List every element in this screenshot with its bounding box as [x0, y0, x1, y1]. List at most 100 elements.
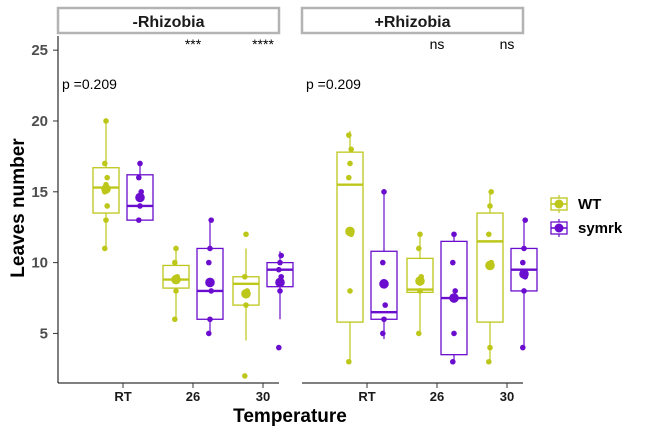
data-point — [450, 259, 456, 266]
data-point — [243, 231, 249, 238]
box-group — [126, 160, 154, 223]
legend-key-point — [554, 199, 564, 209]
legend: WT symrk — [550, 195, 623, 237]
data-point — [416, 330, 422, 337]
data-point — [278, 252, 285, 259]
data-point — [242, 373, 248, 379]
data-point — [451, 330, 457, 337]
data-point — [276, 266, 282, 273]
data-point — [522, 217, 528, 223]
data-point — [348, 146, 355, 153]
data-point — [276, 344, 282, 351]
data-point — [137, 203, 143, 209]
data-point — [136, 217, 142, 223]
legend-label: symrk — [578, 220, 623, 237]
p-value-annotation: p =0.209 — [306, 76, 361, 92]
box-group — [476, 188, 504, 365]
data-point — [207, 245, 213, 252]
data-point — [173, 245, 179, 252]
significance-label: ns — [430, 36, 445, 52]
data-point — [207, 316, 213, 323]
x-tick-label: 30 — [500, 389, 514, 404]
box-group — [510, 217, 538, 351]
box-group — [232, 231, 260, 379]
x-axis-title: Temperature — [233, 406, 347, 427]
data-point — [102, 245, 108, 252]
significance-label: **** — [252, 36, 274, 52]
box — [476, 212, 504, 323]
mean-point — [519, 269, 529, 279]
data-point — [243, 302, 249, 308]
y-axis-title: Leaves number — [8, 138, 29, 278]
panel-strip-left — [56, 6, 281, 35]
data-point — [136, 174, 142, 181]
mean-point — [275, 277, 285, 288]
data-point — [104, 203, 110, 209]
panel-left-plot: p =0.209*** **** — [62, 36, 294, 379]
data-point — [346, 358, 352, 365]
legend-item: WT — [550, 195, 601, 213]
data-point — [137, 160, 143, 167]
mean-point — [135, 192, 145, 203]
data-point — [173, 288, 179, 294]
data-point — [347, 160, 353, 167]
data-point — [417, 288, 423, 294]
data-point — [172, 259, 178, 266]
data-point — [346, 132, 352, 138]
box-group — [162, 245, 190, 323]
box-group — [406, 231, 434, 337]
y-tick-label: 10 — [31, 255, 48, 272]
box-group — [92, 118, 120, 252]
data-point — [452, 288, 459, 294]
data-point — [346, 174, 352, 181]
data-point — [417, 231, 423, 238]
legend-label: WT — [578, 196, 601, 213]
data-point — [521, 288, 527, 294]
box-group — [266, 251, 294, 351]
data-point — [206, 259, 212, 266]
y-tick-label: 5 — [40, 325, 48, 342]
mean-point — [449, 293, 459, 303]
x-tick-label: 30 — [256, 389, 270, 404]
box-group — [440, 231, 468, 365]
data-point — [208, 288, 214, 294]
mean-point — [205, 277, 215, 288]
data-point — [208, 217, 214, 223]
data-point — [381, 316, 387, 323]
box-group — [196, 217, 224, 337]
data-point — [488, 188, 495, 195]
box — [162, 264, 190, 289]
x-tick-label: 26 — [186, 389, 200, 404]
x-tick-label: RT — [114, 389, 131, 404]
data-point — [487, 203, 493, 209]
data-point — [416, 245, 422, 252]
panel-right-plot: p =0.209 ns ns — [306, 36, 538, 365]
data-point — [380, 330, 386, 337]
panel-strip-left-label: -Rhizobia — [133, 14, 205, 31]
panel-strip-right-label: +Rhizobia — [374, 14, 450, 31]
data-point — [520, 259, 526, 266]
data-point — [451, 231, 457, 238]
box-group — [370, 188, 398, 340]
data-point — [450, 358, 456, 365]
data-point — [103, 217, 109, 223]
x-tick-label: 26 — [430, 389, 444, 404]
panel-strip-right — [300, 6, 525, 35]
data-point — [277, 288, 283, 294]
legend-key-point — [554, 223, 564, 233]
data-point — [380, 259, 386, 266]
legend-item: symrk — [550, 219, 623, 237]
mean-point — [345, 226, 355, 237]
data-point — [277, 259, 283, 266]
axes: 5 10 15 20 25 RT 26 30 RT 26 30 — [31, 36, 523, 404]
y-tick-label: 15 — [31, 184, 48, 201]
y-tick-label: 25 — [31, 42, 48, 59]
x-tick-label: RT — [358, 389, 375, 404]
mean-point — [171, 274, 181, 285]
mean-point — [379, 279, 389, 289]
box-group — [336, 130, 364, 365]
data-point — [381, 188, 387, 195]
significance-label: *** — [185, 36, 202, 52]
mean-point — [101, 184, 111, 194]
data-point — [487, 344, 493, 351]
